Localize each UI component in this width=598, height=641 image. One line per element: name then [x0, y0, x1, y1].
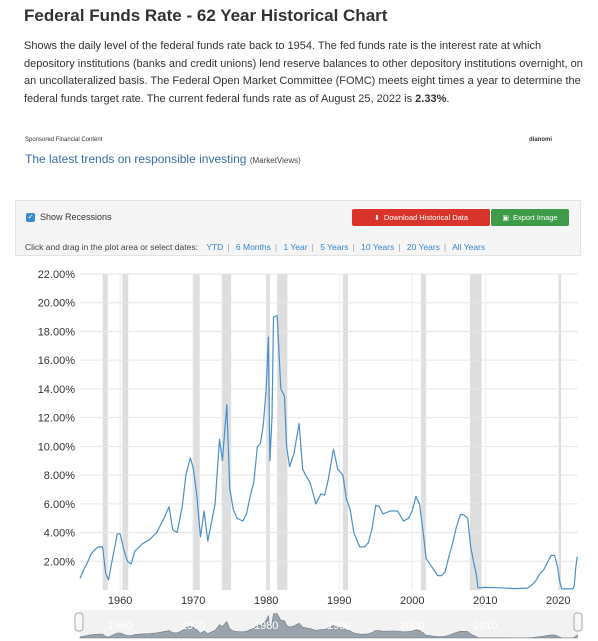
navigator-tick-label: 2000 — [400, 620, 424, 632]
y-tick-label: 18.00% — [38, 326, 76, 338]
navigator-tick-label: 1970 — [181, 620, 205, 632]
y-tick-label: 2.00% — [44, 556, 75, 568]
date-range-selector: Click and drag in the plot area or selec… — [25, 242, 486, 252]
export-button-label: Export Image — [513, 213, 558, 222]
recession-band — [469, 274, 482, 590]
range-all-years[interactable]: All Years — [452, 242, 486, 252]
y-tick-label: 22.00% — [38, 269, 76, 281]
ad-link[interactable]: The latest trends on responsible investi… — [25, 152, 301, 166]
dates-prompt: Click and drag in the plot area or selec… — [25, 242, 198, 252]
navigator-tick-label: 1990 — [327, 620, 351, 632]
chart-controls: ✓ Show Recessions ⬇ Download Historical D… — [15, 200, 581, 256]
show-recessions-toggle[interactable]: ✓ Show Recessions — [26, 212, 112, 222]
y-tick-label: 8.00% — [44, 470, 75, 482]
ad-source: (MarketViews) — [249, 156, 301, 165]
recession-band — [266, 274, 270, 590]
current-rate: 2.33% — [415, 92, 447, 105]
download-button-label: Download Historical Data — [383, 213, 469, 222]
x-tick-label: 2010 — [473, 595, 497, 607]
recession-band — [559, 274, 562, 590]
x-tick-label: 2000 — [400, 595, 424, 607]
x-tick-label: 2020 — [546, 595, 570, 607]
page-title: Federal Funds Rate - 62 Year Historical … — [24, 6, 388, 25]
x-tick-label: 1970 — [181, 595, 205, 607]
navigator-tick-label: 1960 — [108, 620, 132, 632]
y-tick-label: 6.00% — [44, 499, 75, 511]
recession-band — [221, 274, 232, 590]
image-icon: ▣ — [502, 214, 509, 222]
y-tick-label: 4.00% — [44, 528, 75, 540]
range-5-years[interactable]: 5 Years — [320, 242, 349, 252]
y-tick-label: 12.00% — [38, 413, 76, 425]
ad-brand-logo: dianomi — [529, 137, 553, 143]
description-end: . — [446, 92, 450, 105]
range-10-years[interactable]: 10 Years — [361, 242, 395, 252]
export-image-button[interactable]: ▣ Export Image — [491, 209, 569, 226]
rate-series-line — [79, 315, 578, 590]
description: Shows the daily level of the federal fun… — [24, 38, 586, 108]
plot-area[interactable] — [80, 274, 578, 590]
recession-band — [192, 274, 200, 590]
x-tick-label: 1980 — [254, 595, 278, 607]
download-icon: ⬇ — [373, 214, 380, 222]
checkbox-checked-icon[interactable]: ✓ — [26, 212, 35, 222]
navigator-tick-label: 1980 — [254, 620, 278, 632]
y-tick-label: 16.00% — [38, 355, 76, 367]
download-historical-data-button[interactable]: ⬇ Download Historical Data — [352, 209, 490, 226]
sponsored-label: Sponsored Financial Content — [25, 137, 103, 143]
navigator-series — [79, 613, 578, 639]
recession-band — [102, 274, 108, 590]
y-tick-label: 14.00% — [38, 384, 76, 396]
range-20-years[interactable]: 20 Years — [406, 242, 440, 252]
x-tick-label: 1960 — [108, 595, 132, 607]
recession-band — [342, 274, 348, 590]
range-ytd[interactable]: YTD — [206, 242, 224, 252]
range-1-year[interactable]: 1 Year — [283, 242, 308, 252]
y-tick-label: 10.00% — [38, 441, 76, 453]
recession-band — [421, 274, 427, 590]
range-6-months[interactable]: 6 Months — [235, 242, 271, 252]
y-tick-label: 20.00% — [38, 298, 76, 310]
x-tick-label: 1990 — [327, 595, 351, 607]
recession-band — [122, 274, 129, 590]
show-recessions-label: Show Recessions — [40, 212, 112, 222]
description-text: Shows the daily level of the federal fun… — [24, 40, 583, 105]
navigator-left-handle[interactable] — [74, 612, 84, 632]
navigator-tick-label: 2010 — [473, 620, 497, 632]
recession-band — [277, 274, 288, 590]
ad-link-text[interactable]: The latest trends on responsible investi… — [25, 152, 247, 166]
fed-funds-rate-chart[interactable]: 2.00% 4.00% 6.00% 8.00% 10.00% 12.00% 14.00% 16… — [0, 262, 598, 641]
navigator-right-handle[interactable] — [573, 612, 583, 632]
